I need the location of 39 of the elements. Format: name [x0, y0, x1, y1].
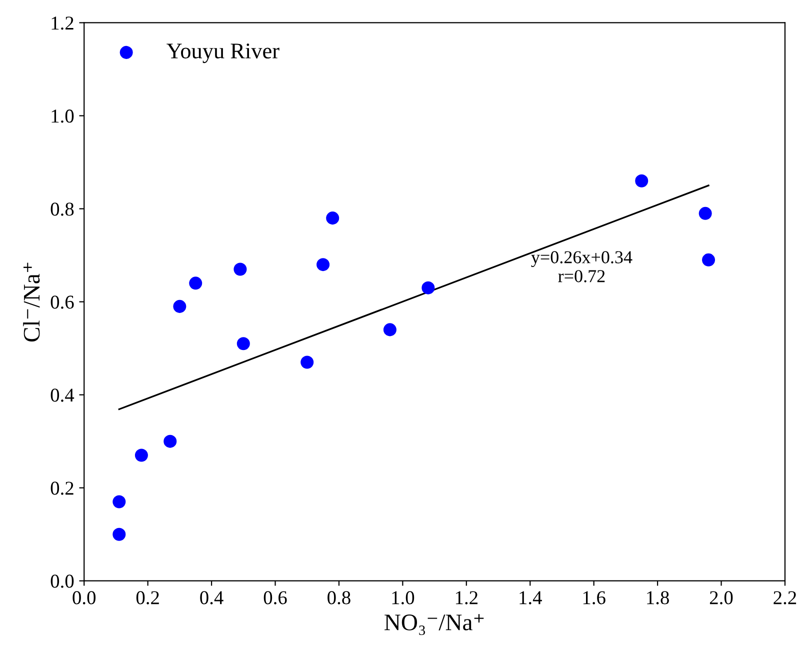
point — [635, 174, 648, 188]
point — [234, 262, 247, 276]
x-tick-label: 0.4 — [200, 591, 224, 604]
point — [189, 276, 202, 290]
x-tick-label: 1.0 — [392, 591, 414, 604]
x-tick-label: 0.6 — [264, 591, 287, 604]
x-tick-label: 2.0 — [710, 591, 733, 604]
y-tick-label: 0.0 — [50, 574, 74, 588]
x-tick-label: 1.6 — [583, 591, 606, 604]
point — [112, 528, 126, 541]
x-tick-label: 0.8 — [328, 591, 350, 604]
x-tick-label: 2.2 — [774, 591, 796, 604]
x-tick-label: 0.2 — [136, 591, 159, 604]
point — [383, 323, 396, 336]
y-tick-label: 1.2 — [52, 16, 74, 30]
point — [173, 300, 186, 313]
x-tick-label: 1.4 — [520, 591, 542, 604]
point — [134, 448, 148, 462]
point — [164, 434, 177, 448]
point — [300, 356, 314, 369]
point — [316, 258, 330, 272]
point — [112, 495, 126, 508]
point — [702, 253, 716, 266]
x-tick-label: 1.2 — [456, 591, 478, 604]
annotation: y=0.26x+0.34 r=0.72 — [531, 251, 632, 282]
x-tick-label: 0.0 — [72, 591, 96, 604]
point — [236, 337, 250, 350]
x-tick-label: 1.8 — [647, 591, 669, 604]
y-tick-label: 0.2 — [50, 482, 74, 495]
legend-label: Youyu River — [166, 44, 280, 64]
y-tick-label: 0.8 — [50, 202, 74, 216]
point — [698, 206, 712, 220]
point — [422, 281, 435, 294]
y-tick-label: 0.4 — [50, 388, 74, 402]
y-axis-title: Cl⁻/Na⁺ — [23, 262, 40, 342]
y-tick-label: 0.6 — [50, 296, 74, 309]
point — [326, 212, 340, 225]
x-axis-title: NO₃⁻/Na⁺ — [384, 614, 484, 636]
y-tick-label: 1.0 — [52, 110, 74, 123]
